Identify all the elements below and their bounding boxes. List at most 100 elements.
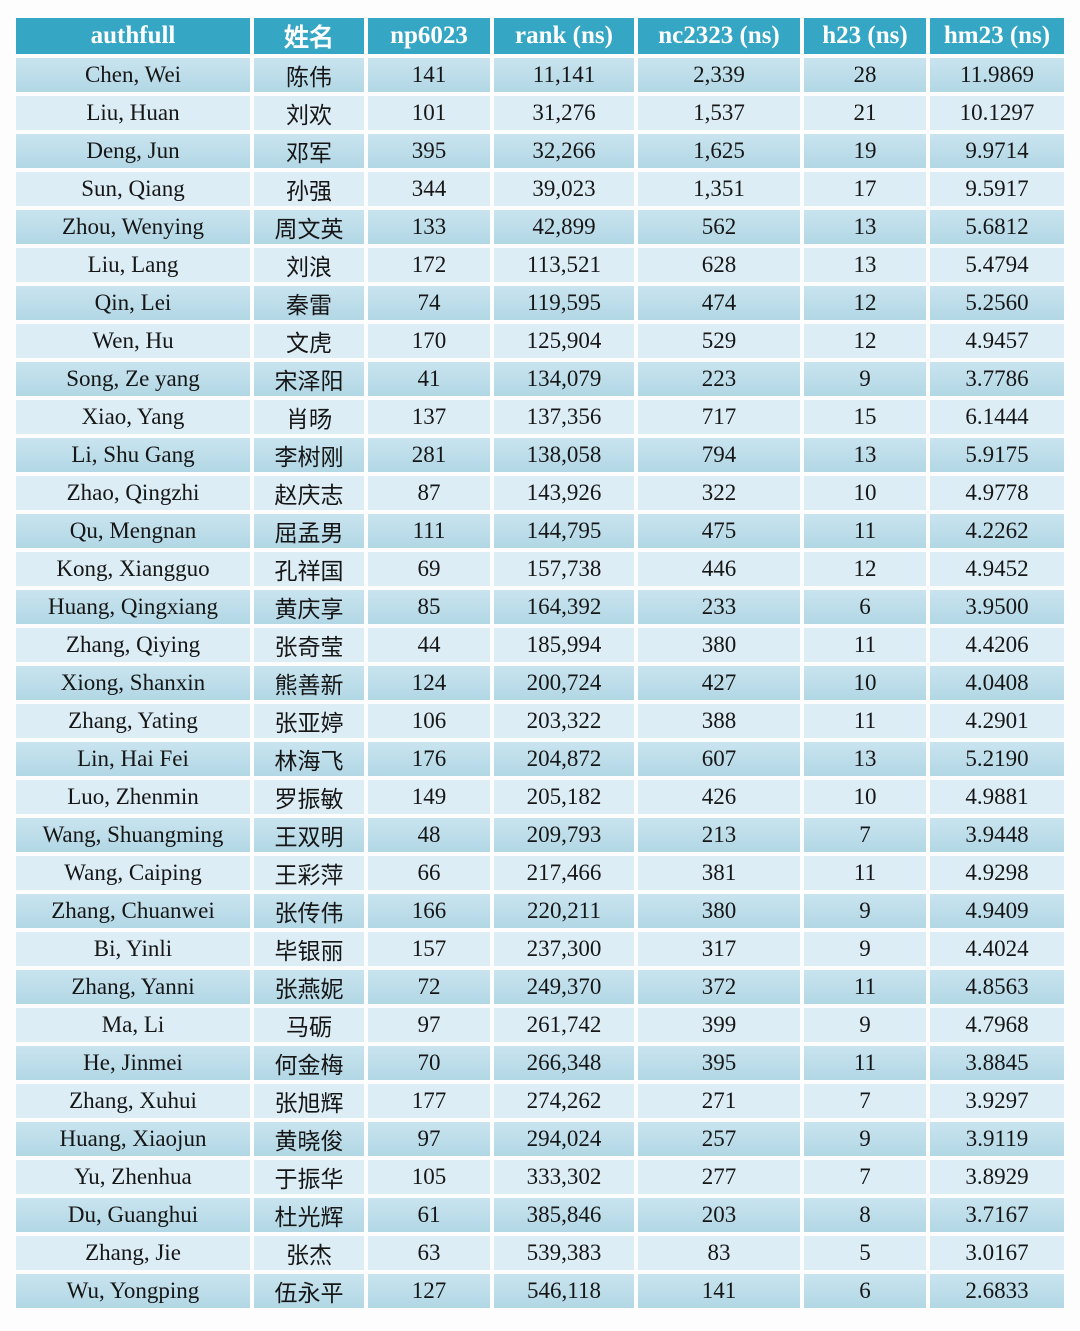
cell-hm23: 4.0408 (930, 666, 1064, 700)
table-row: Li, Shu Gang 李树刚 281 138,058 794 13 5.9175 (16, 438, 1064, 472)
cell-authfull: Zhao, Qingzhi (16, 476, 250, 510)
table-row: Qin, Lei 秦雷 74 119,595 474 12 5.2560 (16, 286, 1064, 320)
cell-rank: 137,356 (494, 400, 634, 434)
cell-rank: 217,466 (494, 856, 634, 890)
cell-np6023: 395 (368, 134, 490, 168)
cell-nc2323: 474 (638, 286, 800, 320)
cell-authfull: Zhang, Jie (16, 1236, 250, 1270)
cell-nc2323: 475 (638, 514, 800, 548)
cell-hm23: 5.2560 (930, 286, 1064, 320)
cell-name: 陈伟 (254, 58, 364, 92)
cell-name: 李树刚 (254, 438, 364, 472)
cell-authfull: Qin, Lei (16, 286, 250, 320)
cell-nc2323: 1,625 (638, 134, 800, 168)
cell-hm23: 4.9298 (930, 856, 1064, 890)
cell-rank: 385,846 (494, 1198, 634, 1232)
cell-h23: 15 (804, 400, 926, 434)
cell-np6023: 149 (368, 780, 490, 814)
cell-nc2323: 1,351 (638, 172, 800, 206)
cell-authfull: Wu, Yongping (16, 1274, 250, 1308)
cell-name: 罗振敏 (254, 780, 364, 814)
cell-hm23: 4.4024 (930, 932, 1064, 966)
cell-nc2323: 426 (638, 780, 800, 814)
cell-hm23: 4.9452 (930, 552, 1064, 586)
table-row: Liu, Lang 刘浪 172 113,521 628 13 5.4794 (16, 248, 1064, 282)
cell-np6023: 44 (368, 628, 490, 662)
cell-authfull: Liu, Huan (16, 96, 250, 130)
cell-np6023: 157 (368, 932, 490, 966)
cell-np6023: 72 (368, 970, 490, 1004)
cell-h23: 9 (804, 932, 926, 966)
cell-authfull: Xiao, Yang (16, 400, 250, 434)
cell-hm23: 3.8845 (930, 1046, 1064, 1080)
cell-name: 王双明 (254, 818, 364, 852)
cell-hm23: 4.4206 (930, 628, 1064, 662)
table-body: Chen, Wei 陈伟 141 11,141 2,339 28 11.9869 Liu, H… (16, 58, 1064, 1308)
cell-hm23: 11.9869 (930, 58, 1064, 92)
cell-h23: 9 (804, 1008, 926, 1042)
cell-rank: 185,994 (494, 628, 634, 662)
cell-authfull: Du, Guanghui (16, 1198, 250, 1232)
cell-nc2323: 271 (638, 1084, 800, 1118)
cell-rank: 203,322 (494, 704, 634, 738)
cell-hm23: 4.7968 (930, 1008, 1064, 1042)
cell-nc2323: 607 (638, 742, 800, 776)
cell-h23: 13 (804, 438, 926, 472)
table-row: Zhang, Yanni 张燕妮 72 249,370 372 11 4.8563 (16, 970, 1064, 1004)
cell-name: 马砺 (254, 1008, 364, 1042)
cell-np6023: 61 (368, 1198, 490, 1232)
cell-name: 赵庆志 (254, 476, 364, 510)
cell-h23: 6 (804, 590, 926, 624)
cell-np6023: 137 (368, 400, 490, 434)
cell-name: 刘浪 (254, 248, 364, 282)
table-row: Zhang, Yating 张亚婷 106 203,322 388 11 4.2901 (16, 704, 1064, 738)
table-row: Kong, Xiangguo 孔祥国 69 157,738 446 12 4.9452 (16, 552, 1064, 586)
table-row: Wang, Shuangming 王双明 48 209,793 213 7 3.9448 (16, 818, 1064, 852)
cell-authfull: Li, Shu Gang (16, 438, 250, 472)
cell-rank: 119,595 (494, 286, 634, 320)
cell-name: 林海飞 (254, 742, 364, 776)
cell-nc2323: 446 (638, 552, 800, 586)
cell-nc2323: 317 (638, 932, 800, 966)
cell-h23: 11 (804, 514, 926, 548)
table-row: Zhao, Qingzhi 赵庆志 87 143,926 322 10 4.9778 (16, 476, 1064, 510)
cell-nc2323: 203 (638, 1198, 800, 1232)
cell-np6023: 70 (368, 1046, 490, 1080)
authors-table: authfull 姓名 np6023 rank (ns) nc2323 (ns) h23 … (12, 14, 1068, 1312)
cell-np6023: 41 (368, 362, 490, 396)
cell-hm23: 9.9714 (930, 134, 1064, 168)
cell-authfull: Yu, Zhenhua (16, 1160, 250, 1194)
cell-rank: 249,370 (494, 970, 634, 1004)
cell-np6023: 101 (368, 96, 490, 130)
cell-nc2323: 83 (638, 1236, 800, 1270)
cell-hm23: 4.2901 (930, 704, 1064, 738)
cell-h23: 10 (804, 780, 926, 814)
cell-nc2323: 277 (638, 1160, 800, 1194)
cell-rank: 42,899 (494, 210, 634, 244)
table-row: Deng, Jun 邓军 395 32,266 1,625 19 9.9714 (16, 134, 1064, 168)
cell-name: 黄庆享 (254, 590, 364, 624)
cell-hm23: 3.9448 (930, 818, 1064, 852)
cell-name: 秦雷 (254, 286, 364, 320)
cell-name: 孔祥国 (254, 552, 364, 586)
cell-authfull: He, Jinmei (16, 1046, 250, 1080)
cell-authfull: Huang, Qingxiang (16, 590, 250, 624)
cell-hm23: 4.2262 (930, 514, 1064, 548)
table-row: Yu, Zhenhua 于振华 105 333,302 277 7 3.8929 (16, 1160, 1064, 1194)
cell-nc2323: 1,537 (638, 96, 800, 130)
cell-h23: 19 (804, 134, 926, 168)
cell-rank: 539,383 (494, 1236, 634, 1270)
cell-np6023: 127 (368, 1274, 490, 1308)
cell-rank: 209,793 (494, 818, 634, 852)
cell-name: 屈孟男 (254, 514, 364, 548)
cell-rank: 32,266 (494, 134, 634, 168)
cell-rank: 237,300 (494, 932, 634, 966)
cell-rank: 220,211 (494, 894, 634, 928)
cell-nc2323: 794 (638, 438, 800, 472)
cell-np6023: 63 (368, 1236, 490, 1270)
cell-h23: 11 (804, 1046, 926, 1080)
cell-name: 张传伟 (254, 894, 364, 928)
cell-nc2323: 381 (638, 856, 800, 890)
cell-np6023: 106 (368, 704, 490, 738)
